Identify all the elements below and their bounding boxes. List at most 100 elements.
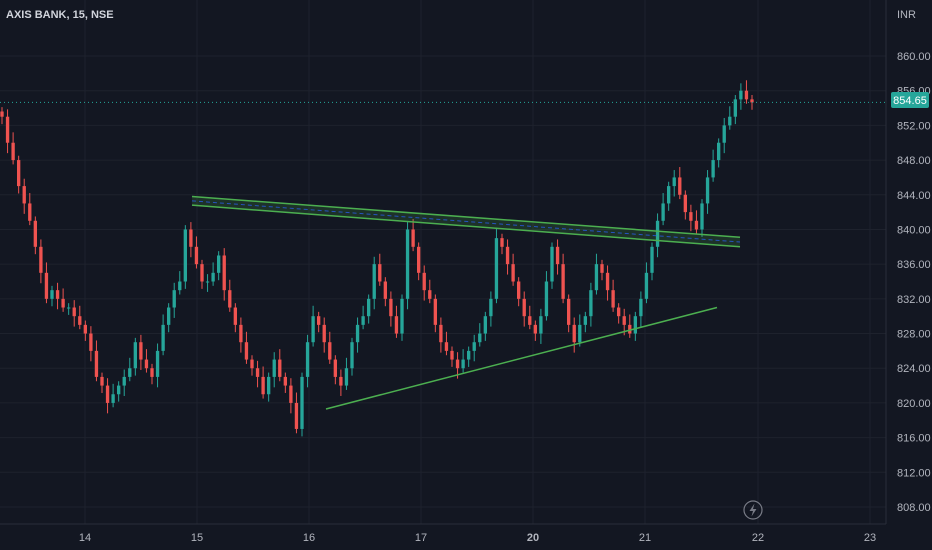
candle-body xyxy=(700,203,704,230)
candle-body xyxy=(233,307,237,325)
candle-body xyxy=(600,264,604,273)
candle xyxy=(139,334,143,370)
candle-body xyxy=(483,316,487,334)
candle-body xyxy=(244,342,249,360)
candle xyxy=(689,204,693,232)
candle xyxy=(272,352,276,388)
time-axis[interactable]: 14 15 16 17 20 21 22 23 xyxy=(79,532,876,544)
channel-midline xyxy=(191,200,741,243)
candle-body xyxy=(128,368,132,377)
candle-body xyxy=(83,324,87,334)
candle xyxy=(250,355,254,376)
candle-body xyxy=(750,99,754,103)
candle xyxy=(633,311,637,341)
candle xyxy=(744,80,749,104)
candle xyxy=(222,248,226,301)
candle xyxy=(700,199,704,237)
candle-body xyxy=(550,246,554,282)
candle xyxy=(244,331,249,364)
price-tick-label: 860.00 xyxy=(897,51,931,63)
candle-body xyxy=(378,264,382,282)
candle-body xyxy=(405,229,410,299)
candle xyxy=(639,291,643,327)
candle-body xyxy=(511,264,515,282)
candle xyxy=(683,190,687,220)
candle-body xyxy=(528,316,532,325)
candle xyxy=(50,285,54,307)
candle-body xyxy=(72,307,76,317)
candle-body xyxy=(389,298,393,317)
trendline-resistance-lower[interactable] xyxy=(191,204,741,248)
candle-body xyxy=(67,307,71,309)
candle-body xyxy=(328,342,332,360)
candle-body xyxy=(472,342,476,351)
candle xyxy=(172,282,176,318)
candle-body xyxy=(517,281,521,299)
candle-body xyxy=(650,246,654,273)
candle xyxy=(378,253,382,286)
candle-body xyxy=(372,264,376,299)
candle xyxy=(122,369,126,396)
candle-body xyxy=(617,307,621,317)
candle xyxy=(150,363,154,385)
candle-body xyxy=(283,376,287,386)
candle xyxy=(733,95,737,125)
price-tick-label: 828.00 xyxy=(897,329,931,341)
candle-body xyxy=(717,142,721,161)
candle-body xyxy=(667,186,671,204)
candle xyxy=(550,242,554,289)
candle xyxy=(572,317,576,353)
candle-body xyxy=(461,359,465,369)
candle xyxy=(511,253,515,286)
candle xyxy=(128,357,132,382)
trendline-support[interactable] xyxy=(325,306,718,410)
candle-body xyxy=(572,324,576,343)
candle xyxy=(467,346,471,367)
candle xyxy=(411,219,415,252)
candle-body xyxy=(428,290,432,299)
candle xyxy=(183,225,187,289)
candle xyxy=(617,303,621,324)
candle xyxy=(78,305,82,330)
candle xyxy=(483,311,487,341)
candle-body xyxy=(678,177,682,195)
candle xyxy=(594,253,599,295)
candle xyxy=(339,369,343,396)
candle-body xyxy=(167,307,171,325)
candle-body xyxy=(367,298,371,317)
candle-body xyxy=(178,281,182,291)
candle-body xyxy=(222,255,226,291)
candle-body xyxy=(344,368,349,386)
candle xyxy=(705,170,710,214)
candle xyxy=(717,138,721,168)
candle xyxy=(678,167,682,200)
price-badge-bg xyxy=(891,92,929,108)
candle xyxy=(611,279,615,312)
candle-body xyxy=(183,229,187,282)
candle xyxy=(661,193,665,226)
candle-body xyxy=(411,229,415,247)
candle xyxy=(55,282,60,310)
time-tick-label: 21 xyxy=(639,532,651,544)
candle xyxy=(722,118,726,154)
candle xyxy=(533,320,537,341)
candle-body xyxy=(728,116,732,126)
candle xyxy=(667,181,671,211)
candle-body xyxy=(294,402,299,429)
last-price-badge: 854.65 xyxy=(891,92,929,108)
lightning-icon[interactable] xyxy=(743,500,763,520)
candle-body xyxy=(311,316,315,343)
candle xyxy=(5,109,10,154)
price-axis[interactable]: 860.00856.00852.00848.00844.00840.00836.… xyxy=(897,51,931,514)
candle-body xyxy=(217,255,221,273)
candle xyxy=(644,262,649,304)
candle xyxy=(105,378,110,414)
candle xyxy=(628,314,632,338)
candle xyxy=(328,331,332,364)
candle xyxy=(261,366,265,399)
candle xyxy=(544,271,549,321)
candle xyxy=(728,106,732,130)
trendline-resistance-upper[interactable] xyxy=(191,195,741,239)
